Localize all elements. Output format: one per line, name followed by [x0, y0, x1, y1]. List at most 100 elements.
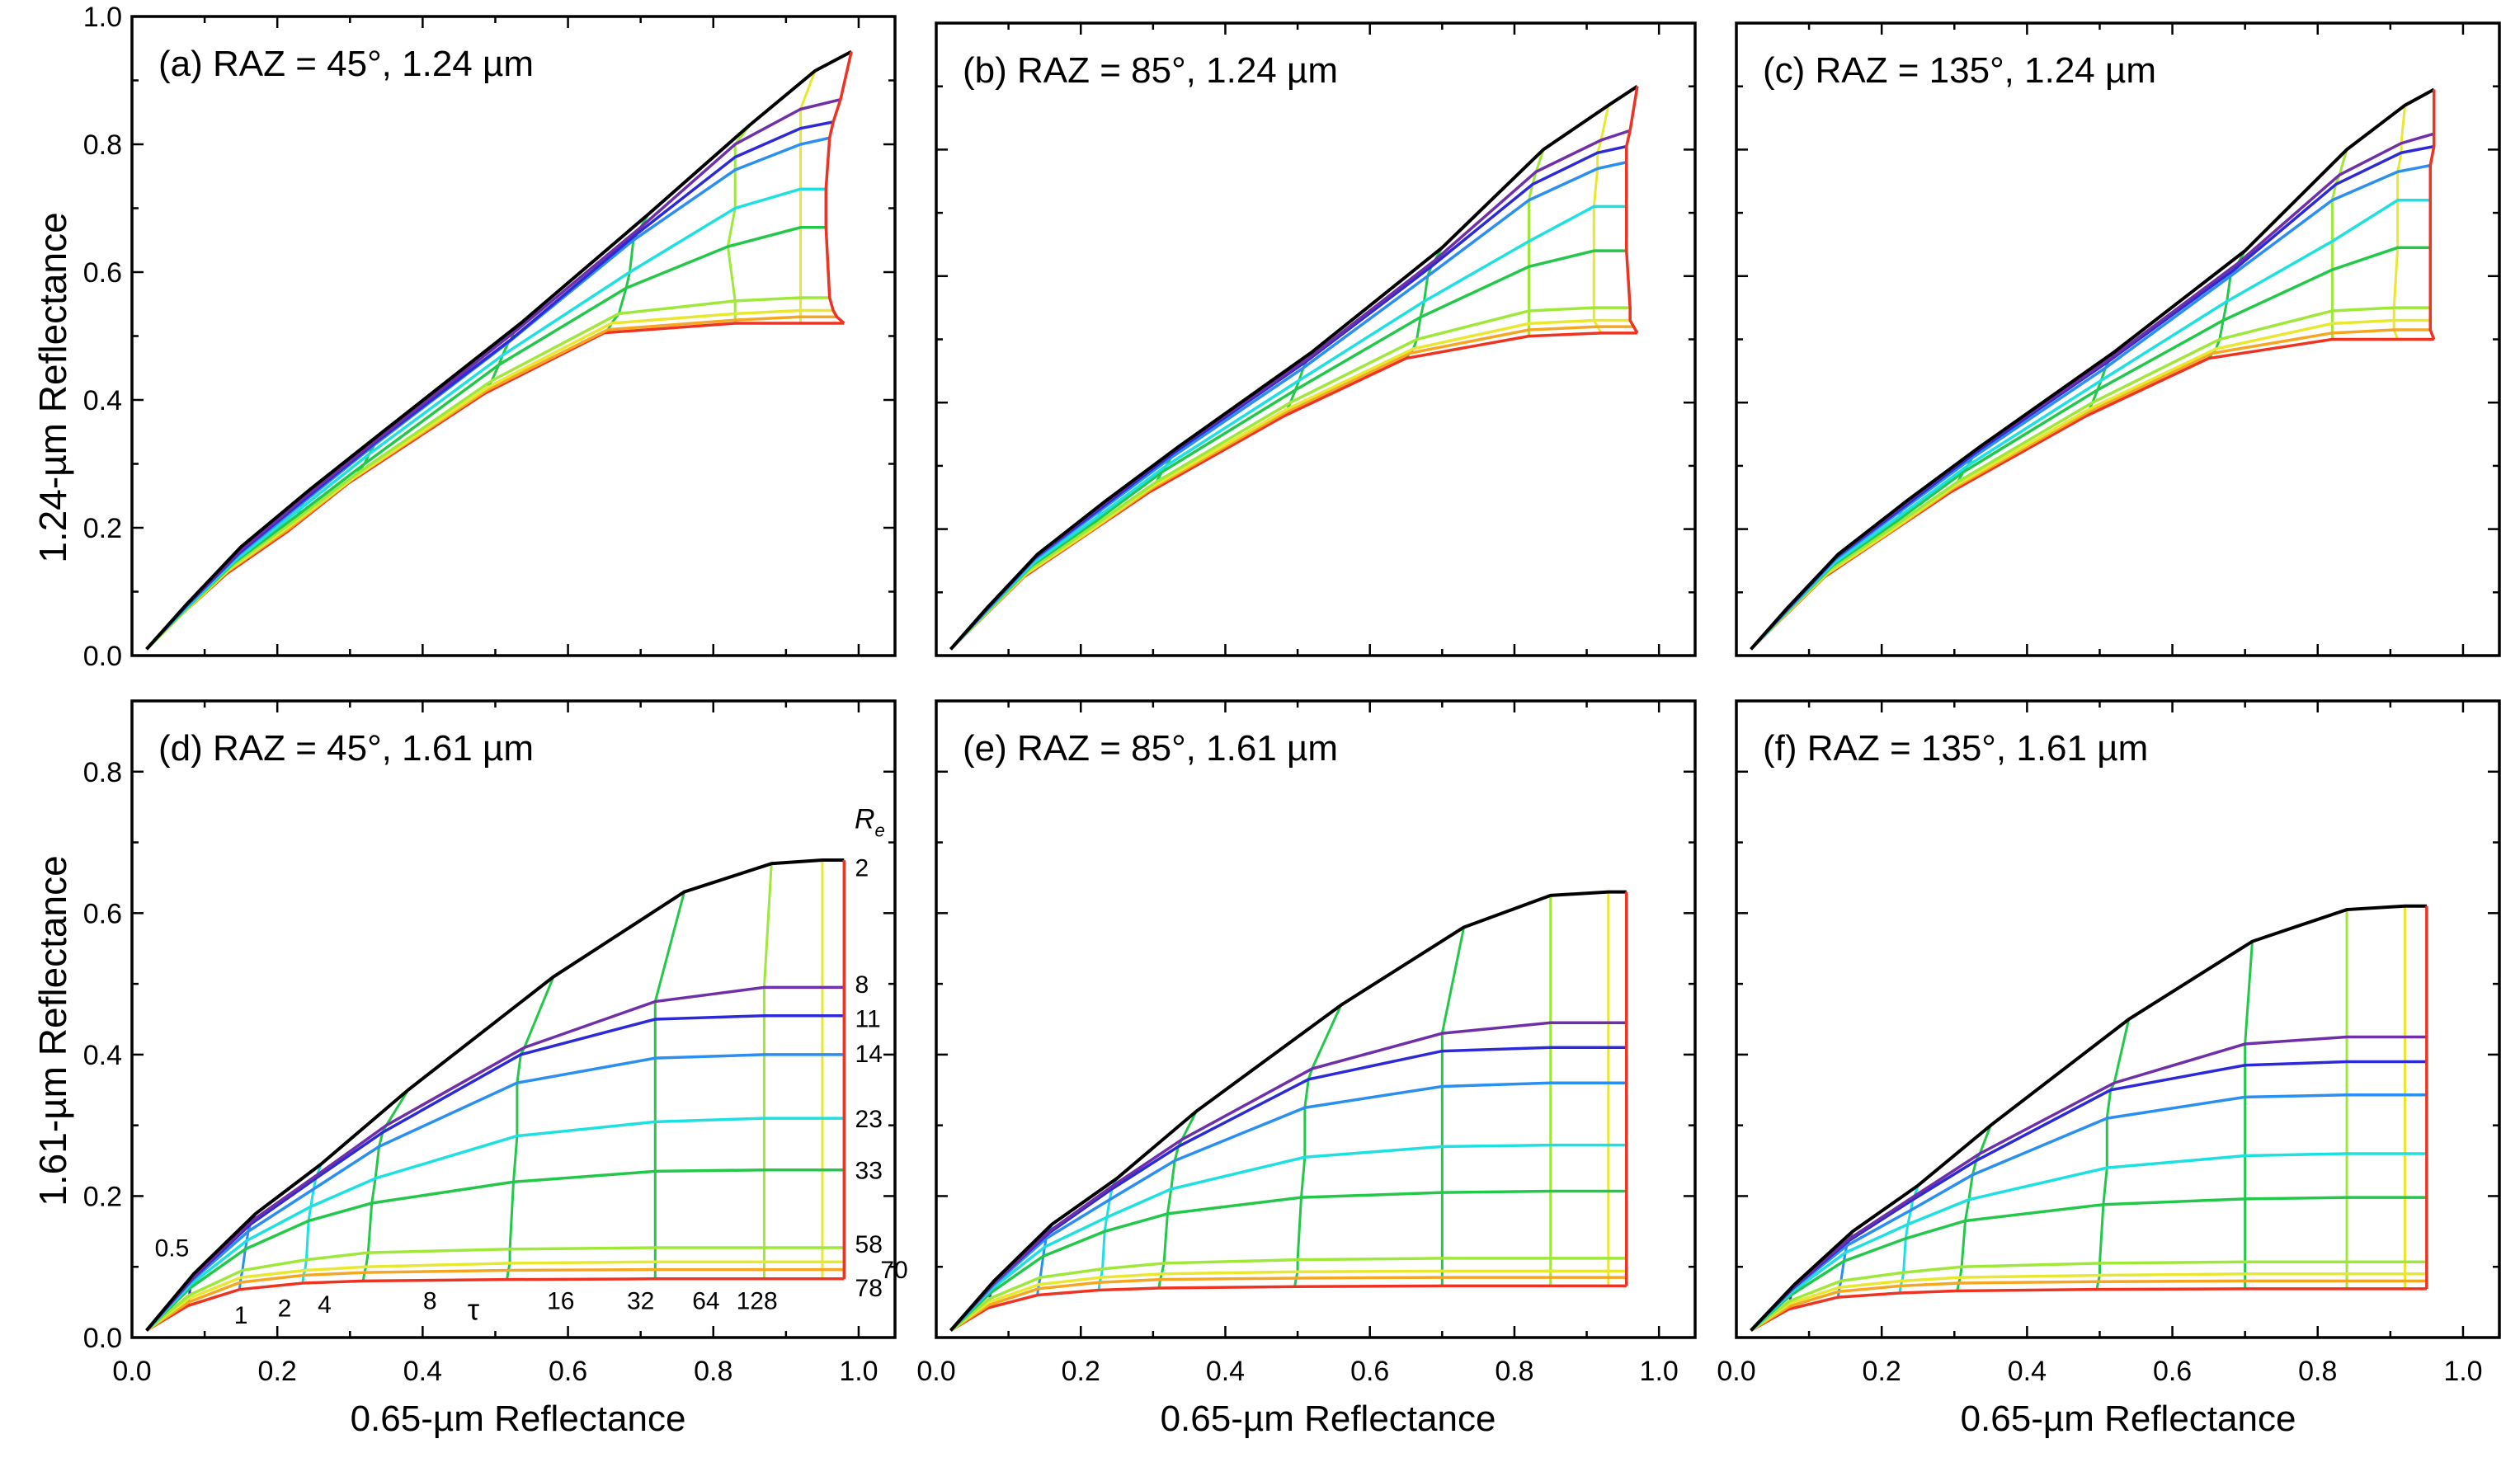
series-line [1750, 904, 2427, 1332]
re-label: 14 [855, 1041, 883, 1068]
x-tick-label: 0.2 [1062, 1356, 1100, 1387]
y-tick-label: 0.6 [83, 898, 122, 929]
series-line [145, 315, 837, 651]
x-tick-label: 0.4 [2008, 1356, 2047, 1387]
series-line [1750, 1272, 2427, 1332]
series-line [949, 306, 1631, 651]
series-line [145, 226, 827, 651]
series-line [145, 1053, 845, 1332]
series-line [949, 85, 1639, 651]
re-label: 70 [880, 1257, 907, 1284]
re-label: 11 [855, 1005, 881, 1032]
x-tick-label: 0.0 [112, 1356, 151, 1387]
panel-a: 0.0 0.2 0.4 0.6 0.8 1.0 (a) RAZ = 45°, 1.24 µm [83, 2, 897, 672]
tau-line [762, 863, 773, 1279]
x-tick-label: 0.4 [1206, 1356, 1245, 1387]
panel-title: (d) RAZ = 45°, 1.61 µm [158, 728, 534, 769]
re-header-sub: e [875, 820, 885, 840]
panel-frame [935, 699, 1697, 1339]
x-tick-label: 0.8 [694, 1356, 732, 1387]
y-tick-label: 0.0 [83, 641, 122, 672]
tau-line [1592, 105, 1610, 334]
series-line [1750, 199, 2431, 651]
re-label: 2 [855, 855, 869, 882]
panel-e: 0.0 0.2 0.4 0.6 0.8 1.0 (e) RAZ = 85°, 1.61 µm [916, 699, 1697, 1387]
series-line [1750, 306, 2431, 651]
tau-line [2330, 148, 2348, 340]
series-line [145, 187, 827, 651]
series-line [949, 1269, 1627, 1332]
series-line [1750, 246, 2431, 651]
tau-line [1440, 927, 1466, 1286]
tau-label: 4 [318, 1291, 332, 1319]
tau-line [506, 976, 555, 1280]
tau-label: 0.5 [155, 1234, 190, 1262]
panel-frame [1735, 699, 2501, 1339]
series-line [145, 1267, 845, 1332]
series-line [145, 858, 845, 1332]
tau-line [2095, 1018, 2131, 1290]
tau-label: 64 [692, 1288, 719, 1315]
x-tick-label: 0.2 [258, 1356, 297, 1387]
panel-title: (b) RAZ = 85°, 1.24 µm [963, 50, 1338, 91]
series-line [1750, 1287, 2427, 1332]
tau-label: 16 [547, 1288, 574, 1315]
x-tick-label: 1.0 [2443, 1356, 2482, 1387]
x-tick-label: 0.0 [1717, 1356, 1755, 1387]
series-line [949, 1021, 1627, 1332]
series-line [1750, 1196, 2427, 1332]
series-line [145, 1260, 845, 1332]
tau-line [1956, 1125, 1992, 1291]
re-label: 78 [855, 1275, 883, 1302]
edge-line [824, 51, 853, 325]
series-line [949, 890, 1627, 1332]
series-line [949, 1284, 1627, 1332]
edge-line [1625, 86, 1639, 334]
panel-b: (b) RAZ = 85°, 1.24 µm [935, 21, 1697, 657]
re-label: 23 [855, 1106, 883, 1133]
y-tick-label: 0.8 [83, 757, 122, 788]
x-tick-label: 1.0 [1640, 1356, 1679, 1387]
series-line [1750, 1260, 2427, 1332]
tau-label: 1 [234, 1302, 248, 1329]
panel-title: (a) RAZ = 45°, 1.24 µm [158, 44, 534, 84]
x-tick-label: 0.0 [916, 1356, 955, 1387]
tau-label: 8 [423, 1288, 437, 1315]
series-line [1750, 1152, 2427, 1332]
ylabel-top: 1.24-µm Reflectance [31, 212, 74, 562]
re-label: 58 [855, 1231, 883, 1258]
y-tick-label: 1.0 [83, 2, 122, 33]
series-line [949, 205, 1627, 651]
tau-line [798, 70, 817, 323]
y-tick-label: 0.8 [83, 129, 122, 161]
series-line [145, 49, 853, 651]
series-line [1750, 1035, 2427, 1332]
ylabel-bottom: 1.61-µm Reflectance [31, 855, 74, 1206]
tau-line [2244, 941, 2254, 1289]
tau-line [1293, 1004, 1343, 1287]
tau-label: τ [468, 1293, 479, 1327]
y-tick-label: 0.4 [83, 385, 122, 416]
series-line [949, 144, 1627, 651]
tau-line [2392, 105, 2406, 341]
panel-frame [130, 699, 897, 1339]
y-tick-label: 0.2 [83, 1181, 122, 1212]
x-tick-label: 1.0 [839, 1356, 878, 1387]
tau-line [726, 124, 751, 323]
series-line [949, 1257, 1627, 1332]
xlabel-e: 0.65-µm Reflectance [1161, 1399, 1496, 1439]
x-tick-label: 0.4 [403, 1356, 442, 1387]
re-label: 33 [855, 1158, 883, 1185]
panel-title: (f) RAZ = 135°, 1.61 µm [1763, 728, 2148, 769]
x-tick-label: 0.6 [549, 1356, 587, 1387]
x-tick-label: 0.6 [1350, 1356, 1389, 1387]
panel-title: (c) RAZ = 135°, 1.24 µm [1763, 50, 2156, 91]
tau-label: 128 [737, 1288, 778, 1315]
series-line [1750, 1093, 2427, 1332]
series-line [949, 1276, 1627, 1332]
series-line [145, 1117, 845, 1332]
tau-line [653, 891, 685, 1279]
series-line [1750, 87, 2435, 651]
tau-line [361, 1088, 410, 1281]
series-line [949, 1081, 1627, 1332]
